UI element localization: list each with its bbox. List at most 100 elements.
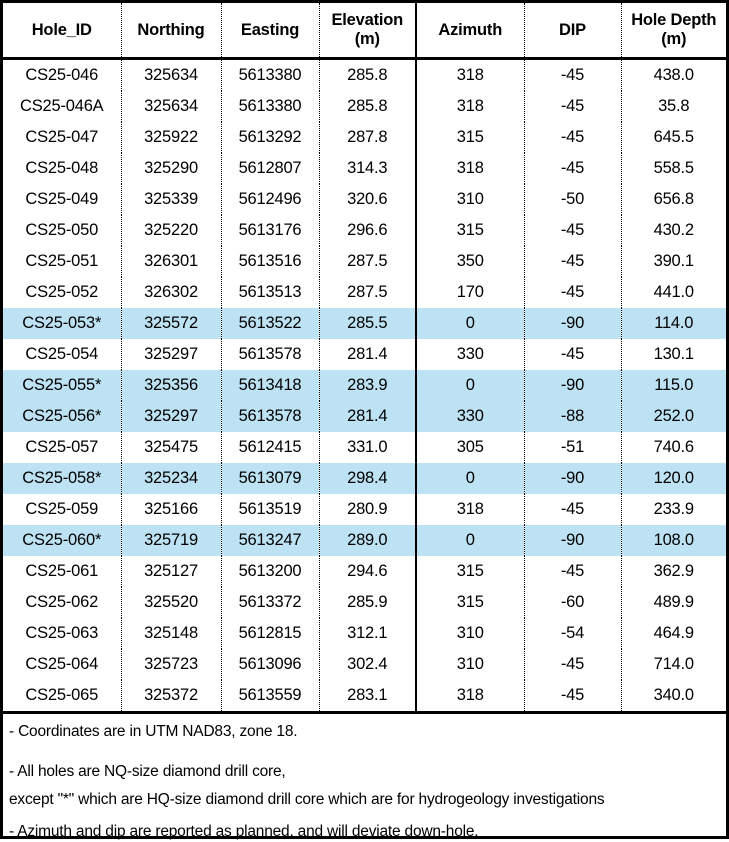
cell-easting: 5613096 <box>221 649 320 680</box>
cell-hole-depth: 390.1 <box>653 252 694 270</box>
cell-dip: -45 <box>524 153 622 184</box>
cell-northing: 325634 <box>121 91 222 122</box>
cell-azimuth: 0 <box>416 463 525 494</box>
cell-hole-depth: 108.0 <box>621 525 726 556</box>
cell-hole-id: CS25-049 <box>3 184 122 215</box>
cell-hole-depth: 115.0 <box>621 370 726 401</box>
table-row: CS25-046A 325634 5613380 285.8 318 -45 35.8 <box>3 91 726 122</box>
cell-azimuth: 310 <box>416 649 525 680</box>
footnotes-section: - Coordinates are in UTM NAD83, zone 18.… <box>3 711 726 842</box>
cell-easting: 5613516 <box>221 246 320 277</box>
cell-northing: 325723 <box>121 649 222 680</box>
column-header-hole-depth-line1: Hole Depth <box>631 11 717 30</box>
cell-northing: 325166 <box>121 494 222 525</box>
cell-easting: 5613380 <box>221 58 320 91</box>
cell-azimuth: 318 <box>416 153 525 184</box>
cell-hole-id: CS25-053* <box>3 308 122 339</box>
cell-hole-depth: 35.8 <box>658 97 690 115</box>
table-row: CS25-053* 325572 5613522 285.5 0 -90 114.0 <box>3 308 726 339</box>
cell-elevation: 285.5 <box>319 308 417 339</box>
cell-dip: -51 <box>524 432 622 463</box>
cell-easting: 5613519 <box>221 494 320 525</box>
cell-dip: -90 <box>524 463 622 494</box>
cell-northing: 325297 <box>121 339 222 370</box>
cell-elevation: 285.8 <box>319 58 417 91</box>
cell-northing: 325520 <box>121 587 222 618</box>
cell-dip: -88 <box>524 401 622 432</box>
cell-hole-depth: 252.0 <box>621 401 726 432</box>
cell-hole-id: CS25-050 <box>3 215 122 246</box>
cell-northing: 326301 <box>121 246 222 277</box>
cell-dip: -45 <box>524 215 622 246</box>
cell-hole-depth: 430.2 <box>653 221 694 239</box>
cell-hole-id: CS25-065 <box>3 680 122 711</box>
cell-azimuth: 315 <box>416 587 525 618</box>
table-header: Hole_ID Northing Easting Elevation (m) A… <box>3 3 726 60</box>
cell-dip: -45 <box>524 58 622 91</box>
cell-northing: 326302 <box>121 277 222 308</box>
cell-northing: 325290 <box>121 153 222 184</box>
cell-hole-id: CS25-046 <box>3 58 122 91</box>
cell-easting: 5613522 <box>221 308 320 339</box>
cell-azimuth: 0 <box>416 308 525 339</box>
cell-hole-depth: 340.0 <box>653 686 694 704</box>
cell-northing: 325372 <box>121 680 222 711</box>
cell-northing: 325922 <box>121 122 222 153</box>
cell-easting: 5613247 <box>221 525 320 556</box>
cell-easting: 5612815 <box>221 618 320 649</box>
cell-northing: 325475 <box>121 432 222 463</box>
footnote-coordinates: - Coordinates are in UTM NAD83, zone 18. <box>9 723 298 740</box>
cell-hole-depth: 489.9 <box>653 593 694 611</box>
table-row: CS25-049 325339 5612496 320.6 310 -50 656.8 <box>3 184 726 215</box>
cell-azimuth: 330 <box>416 339 525 370</box>
cell-hole-depth: 558.5 <box>653 159 694 177</box>
cell-azimuth: 350 <box>416 246 525 277</box>
cell-dip: -45 <box>524 91 622 122</box>
cell-elevation: 296.6 <box>319 215 417 246</box>
cell-hole-id: CS25-061 <box>3 556 122 587</box>
column-header-hole-depth-line2: (m) <box>661 30 687 48</box>
cell-hole-id: CS25-054 <box>3 339 122 370</box>
cell-easting: 5613372 <box>221 587 320 618</box>
cell-hole-depth: 114.0 <box>621 308 726 339</box>
table-row: CS25-057 325475 5612415 331.0 305 -51 740.6 <box>3 432 726 463</box>
cell-hole-depth: 130.1 <box>653 345 694 363</box>
footnote-azimuth-dip: - Azimuth and dip are reported as planne… <box>9 823 479 840</box>
table-row: CS25-048 325290 5612807 314.3 318 -45 558.5 <box>3 153 726 184</box>
cell-elevation: 285.8 <box>319 91 417 122</box>
table-row: CS25-052 326302 5613513 287.5 170 -45 441.0 <box>3 277 726 308</box>
column-header-hole-depth: Hole Depth (m) <box>621 3 726 60</box>
table-row: CS25-060* 325719 5613247 289.0 0 -90 108.0 <box>3 525 726 556</box>
table-row: CS25-061 325127 5613200 294.6 315 -45 362.9 <box>3 556 726 587</box>
table-row: CS25-051 326301 5613516 287.5 350 -45 390.1 <box>3 246 726 277</box>
cell-azimuth: 318 <box>416 494 525 525</box>
cell-dip: -90 <box>524 525 622 556</box>
cell-northing: 325234 <box>121 463 222 494</box>
cell-azimuth: 318 <box>416 58 525 91</box>
cell-hole-id: CS25-051 <box>3 246 122 277</box>
cell-hole-depth: 464.9 <box>653 624 694 642</box>
cell-elevation: 302.4 <box>319 649 417 680</box>
cell-easting: 5613176 <box>221 215 320 246</box>
cell-northing: 325127 <box>121 556 222 587</box>
footnote-core-size-2: except "*" which are HQ-size diamond dri… <box>9 791 605 808</box>
table-row: CS25-046 325634 5613380 285.8 318 -45 438.0 <box>3 58 726 91</box>
cell-azimuth: 305 <box>416 432 525 463</box>
column-header-elevation: Elevation (m) <box>319 3 417 60</box>
cell-easting: 5612496 <box>221 184 320 215</box>
cell-hole-depth: 233.9 <box>653 500 694 518</box>
cell-elevation: 285.9 <box>319 587 417 618</box>
cell-elevation: 320.6 <box>319 184 417 215</box>
cell-easting: 5613292 <box>221 122 320 153</box>
table-row: CS25-063 325148 5612815 312.1 310 -54 464.9 <box>3 618 726 649</box>
cell-hole-id: CS25-047 <box>3 122 122 153</box>
cell-hole-depth: 441.0 <box>653 283 694 301</box>
cell-azimuth: 318 <box>416 91 525 122</box>
cell-hole-id: CS25-056* <box>3 401 122 432</box>
cell-hole-depth: 438.0 <box>653 66 694 84</box>
cell-hole-id: CS25-052 <box>3 277 122 308</box>
header-row: Hole_ID Northing Easting Elevation (m) A… <box>3 3 726 60</box>
column-header-elevation-line2: (m) <box>354 30 380 48</box>
cell-elevation: 281.4 <box>319 339 417 370</box>
